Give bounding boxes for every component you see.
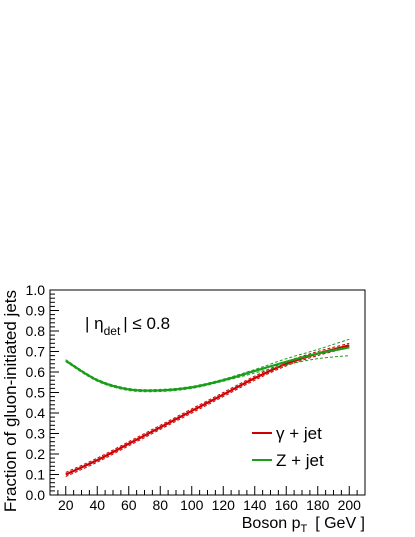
y-tick-label: 0.3 xyxy=(26,426,46,442)
x-tick-label: 100 xyxy=(180,497,204,513)
x-tick-label: 120 xyxy=(212,497,236,513)
x-tick-label: 80 xyxy=(152,497,168,513)
eta-annotation-suffix: | ≤ 0.8 xyxy=(123,314,170,333)
plot-curves xyxy=(65,338,350,478)
y-tick-label: 0.1 xyxy=(26,467,46,483)
y-tick-label: 0.7 xyxy=(26,344,46,360)
band-low-gamma-jet xyxy=(65,346,350,478)
legend-label-z-jet: Z + jet xyxy=(276,451,324,470)
band-low-z-jet xyxy=(65,355,350,393)
series-line-z-jet xyxy=(65,346,350,392)
y-tick-label: 0.2 xyxy=(26,446,46,462)
x-axis-label: Boson pT [ GeV ] xyxy=(242,515,365,535)
legend-label-gamma-jet: γ + jet xyxy=(276,424,322,443)
y-tick-label: 0.4 xyxy=(26,405,46,421)
y-tick-label: 0.5 xyxy=(26,385,46,401)
band-high-gamma-jet xyxy=(65,342,350,473)
x-tick-label: 40 xyxy=(89,497,105,513)
eta-annotation-prefix: | η xyxy=(85,314,104,333)
y-tick-label: 0.6 xyxy=(26,364,46,380)
x-tick-label: 140 xyxy=(243,497,267,513)
y-tick-label: 1.0 xyxy=(26,282,46,298)
y-axis-label: Fraction of gluon-initiated jets xyxy=(1,290,20,512)
x-tick-label: 60 xyxy=(121,497,137,513)
x-tick-label: 20 xyxy=(58,497,74,513)
x-axis-label-sub: T xyxy=(300,523,307,535)
axis-ticks xyxy=(50,289,358,496)
eta-annotation: | ηdet | ≤ 0.8 xyxy=(85,314,170,338)
x-tick-label: 160 xyxy=(275,497,299,513)
eta-annotation-sub: det xyxy=(104,324,121,338)
y-tick-label: 0.0 xyxy=(26,487,46,503)
tick-labels: 20 40 60 80 100 120 140 160 180 200 0.0 0.1 0.2 0.3 0.… xyxy=(26,282,362,513)
x-tick-label: 200 xyxy=(338,497,362,513)
legend: γ + jet Z + jet xyxy=(252,424,324,470)
band-high-z-jet xyxy=(65,338,350,391)
x-axis-label-unit: [ GeV ] xyxy=(315,515,365,532)
x-tick-label: 180 xyxy=(306,497,330,513)
y-tick-label: 0.9 xyxy=(26,303,46,319)
x-axis-label-main: Boson p xyxy=(242,515,301,532)
y-tick-label: 0.8 xyxy=(26,323,46,339)
